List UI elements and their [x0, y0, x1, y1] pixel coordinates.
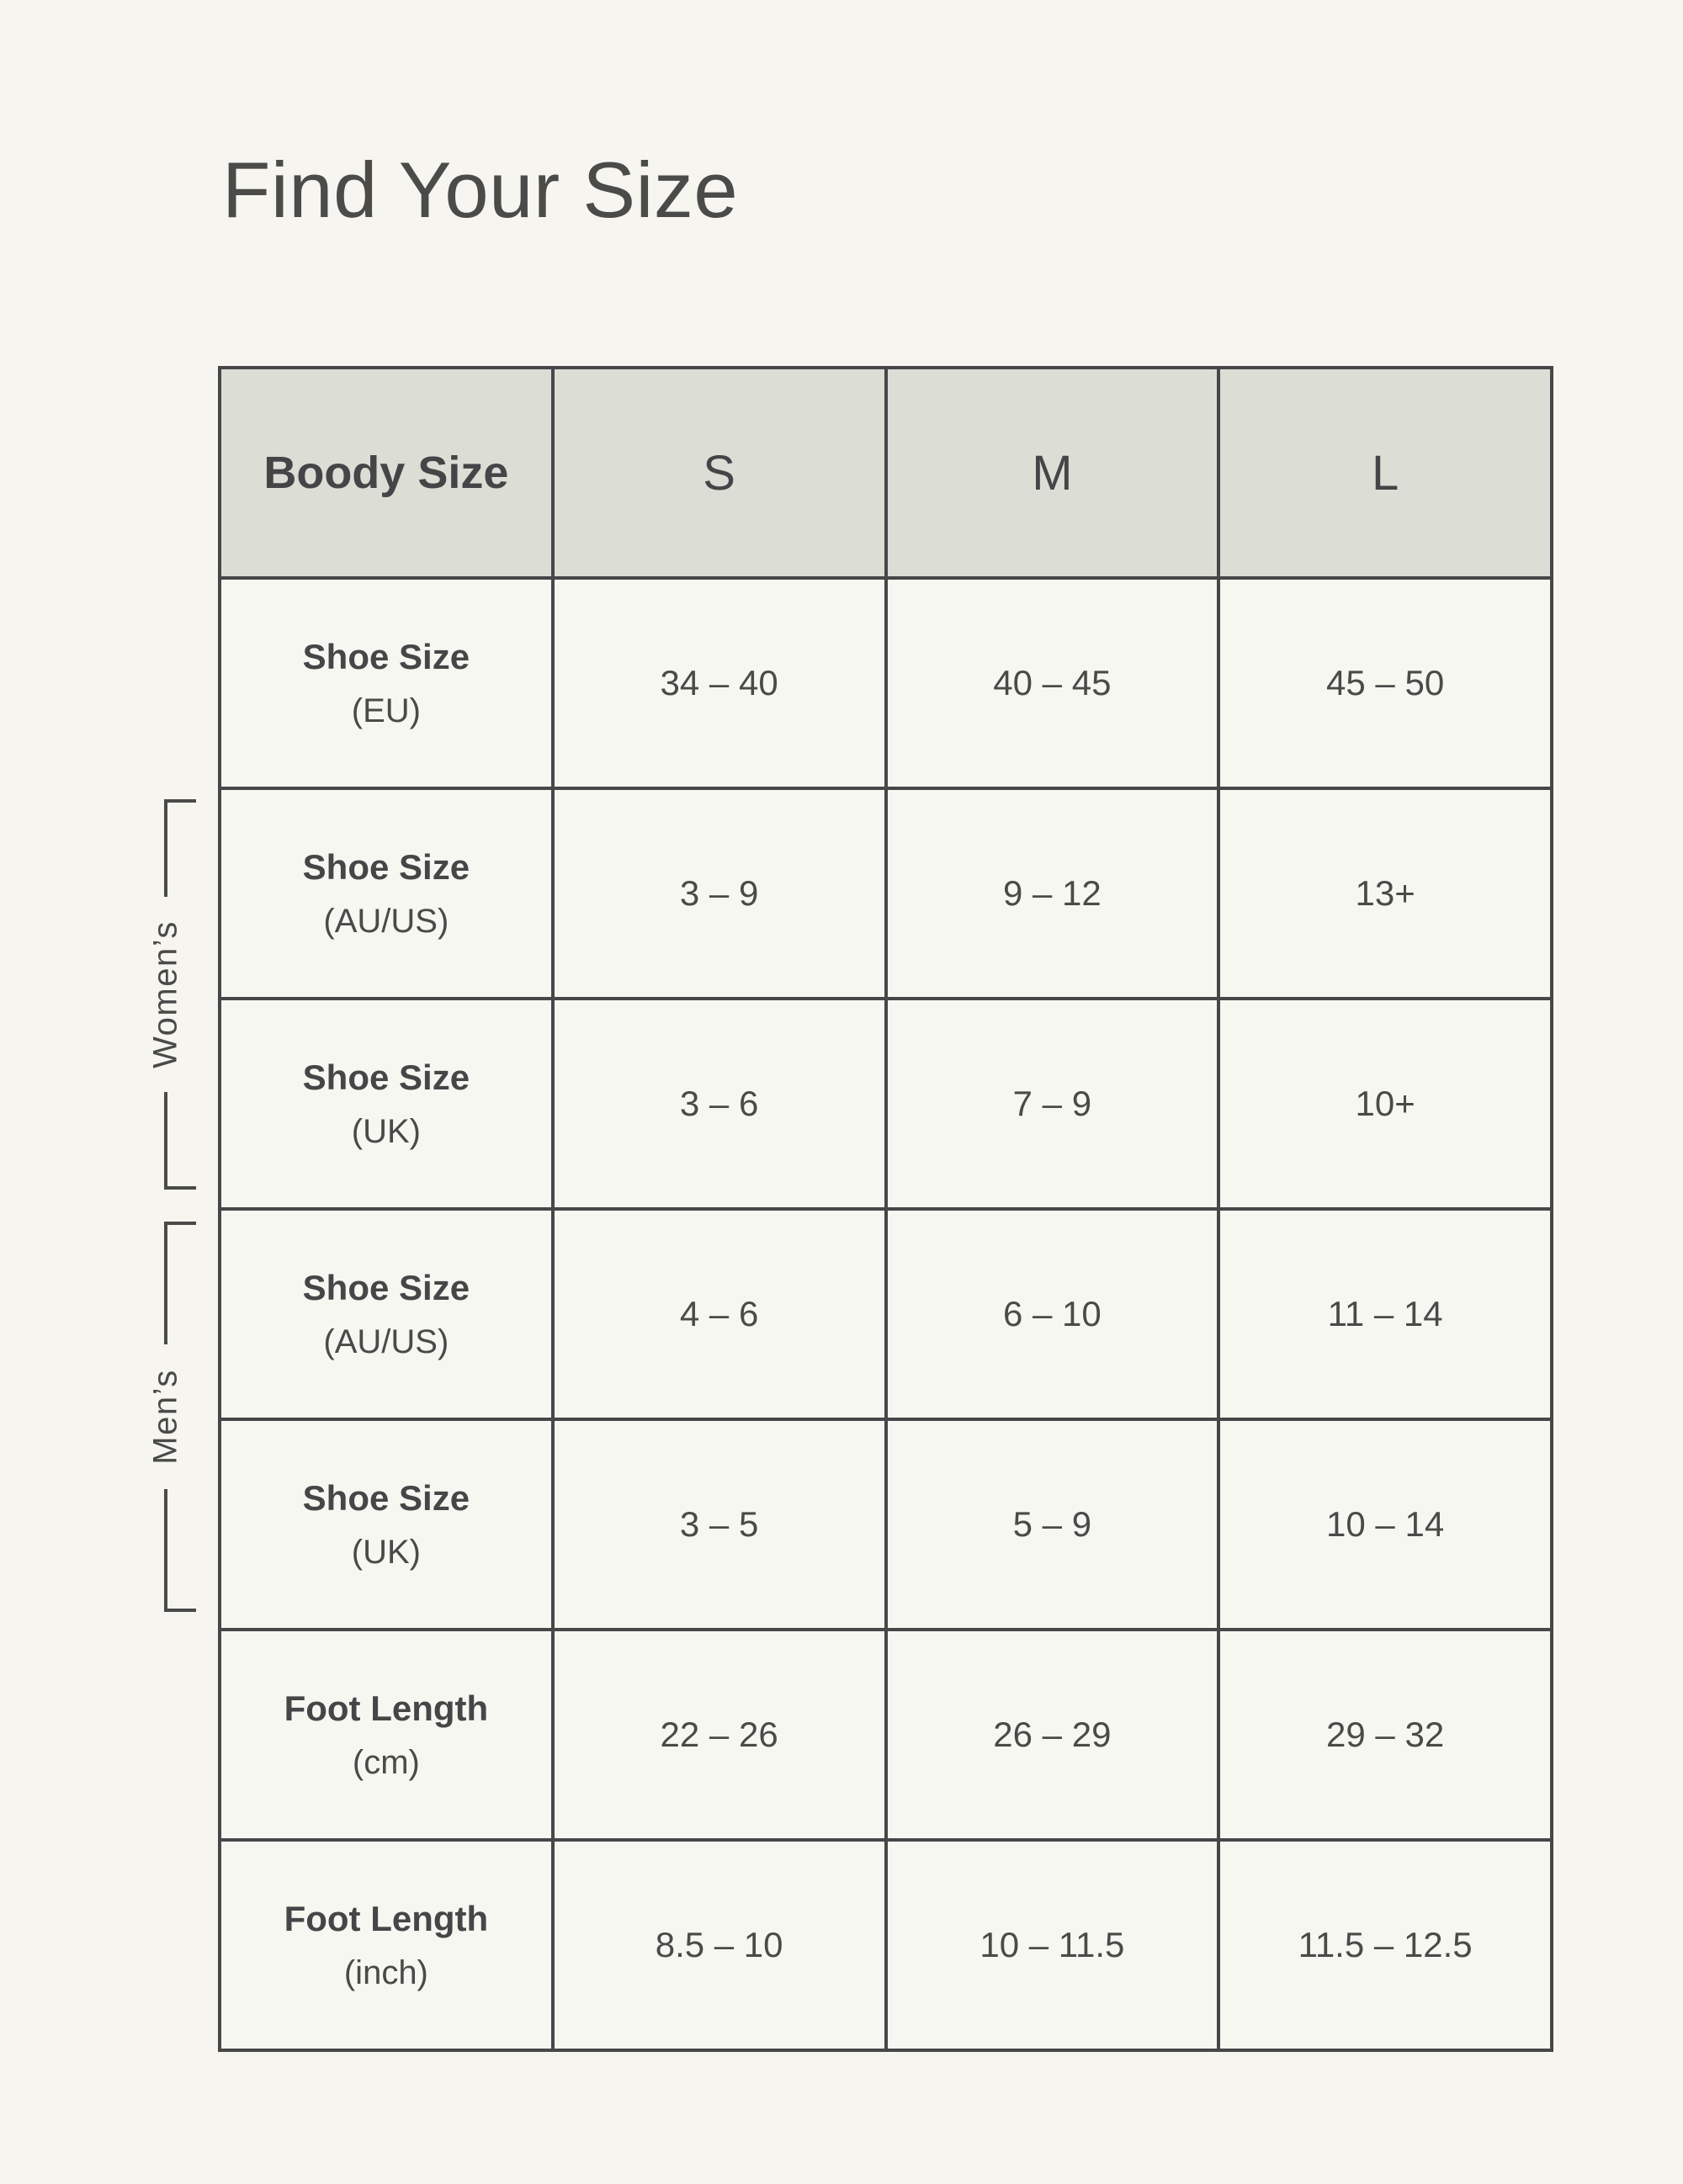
value-cell-m: 26 – 29: [884, 1628, 1221, 1842]
value-cell-s: 3 – 5: [550, 1418, 888, 1631]
row-label-cell: Shoe Size (UK): [218, 1418, 555, 1631]
value-cell-m: 6 – 10: [884, 1207, 1221, 1421]
header-cell-size-s: S: [550, 366, 888, 580]
womens-group-bracket: Women’s: [147, 799, 196, 1190]
row-unit: (AU/US): [323, 1323, 449, 1360]
bracket-bottom-segment: [164, 1489, 196, 1612]
table-row-mens-shoe-size-au-us: Shoe Size (AU/US) 4 – 6 6 – 10 11 – 14: [218, 1207, 1553, 1421]
header-cell-size-m: M: [884, 366, 1221, 580]
row-label: Shoe Size: [302, 1057, 470, 1097]
mens-group-bracket: Men’s: [147, 1222, 196, 1612]
row-label-cell: Shoe Size (AU/US): [218, 1207, 555, 1421]
value-cell-m: 40 – 45: [884, 576, 1221, 790]
row-label: Foot Length: [284, 1898, 489, 1938]
value-cell-l: 10+: [1217, 997, 1553, 1211]
value-cell-l: 10 – 14: [1217, 1418, 1553, 1631]
value-cell-s: 3 – 9: [550, 787, 888, 1000]
row-unit: (cm): [352, 1743, 420, 1781]
row-label: Shoe Size: [302, 1477, 470, 1518]
value-cell-l: 13+: [1217, 787, 1553, 1000]
row-unit: (AU/US): [323, 902, 449, 940]
value-cell-m: 10 – 11.5: [884, 1838, 1221, 2052]
row-label-cell: Shoe Size (AU/US): [218, 787, 555, 1000]
value-cell-s: 8.5 – 10: [550, 1838, 888, 2052]
value-cell-m: 9 – 12: [884, 787, 1221, 1000]
value-cell-m: 7 – 9: [884, 997, 1221, 1211]
value-cell-s: 22 – 26: [550, 1628, 888, 1842]
row-label: Foot Length: [284, 1688, 489, 1728]
table-row-mens-shoe-size-uk: Shoe Size (UK) 3 – 5 5 – 9 10 – 14: [218, 1418, 1553, 1631]
row-label: Shoe Size: [302, 1267, 470, 1307]
row-unit: (UK): [351, 1112, 421, 1150]
value-cell-m: 5 – 9: [884, 1418, 1221, 1631]
value-cell-l: 29 – 32: [1217, 1628, 1553, 1842]
value-cell-l: 11.5 – 12.5: [1217, 1838, 1553, 2052]
row-label-cell: Shoe Size (EU): [218, 576, 555, 790]
bracket-top-segment: [164, 799, 196, 897]
page-title: Find Your Size: [222, 146, 739, 234]
row-label-cell: Foot Length (inch): [218, 1838, 555, 2052]
value-cell-s: 4 – 6: [550, 1207, 888, 1421]
value-cell-l: 45 – 50: [1217, 576, 1553, 790]
value-cell-s: 3 – 6: [550, 997, 888, 1211]
table-row-womens-shoe-size-au-us: Shoe Size (AU/US) 3 – 9 9 – 12 13+: [218, 787, 1553, 1000]
row-label: Shoe Size: [302, 636, 470, 676]
table-header-row: Boody Size S M L: [218, 366, 1553, 580]
row-label-cell: Foot Length (cm): [218, 1628, 555, 1842]
bracket-bottom-segment: [164, 1092, 196, 1190]
value-cell-l: 11 – 14: [1217, 1207, 1553, 1421]
table-row-header: Boody Size S M L: [218, 366, 1553, 580]
table-row-shoe-size-eu: Shoe Size (EU) 34 – 40 40 – 45 45 – 50: [218, 576, 1553, 790]
row-label: Shoe Size: [302, 846, 470, 887]
table-row-foot-length-inch: Foot Length (inch) 8.5 – 10 10 – 11.5 11…: [218, 1838, 1553, 2052]
row-unit: (EU): [351, 692, 421, 729]
value-cell-s: 34 – 40: [550, 576, 888, 790]
bracket-top-segment: [164, 1222, 196, 1344]
womens-group-label: Women’s: [146, 920, 184, 1068]
size-chart-table: Boody Size S M L Shoe Size (EU) 34 – 40 …: [218, 366, 1553, 2052]
table-row-foot-length-cm: Foot Length (cm) 22 – 26 26 – 29 29 – 32: [218, 1628, 1553, 1842]
header-cell-size-l: L: [1217, 366, 1553, 580]
header-cell-boody-size: Boody Size: [218, 366, 555, 580]
table-row-womens-shoe-size-uk: Shoe Size (UK) 3 – 6 7 – 9 10+: [218, 997, 1553, 1211]
row-unit: (UK): [351, 1533, 421, 1571]
row-label-cell: Shoe Size (UK): [218, 997, 555, 1211]
row-unit: (inch): [343, 1953, 428, 1991]
mens-group-label: Men’s: [146, 1369, 184, 1465]
